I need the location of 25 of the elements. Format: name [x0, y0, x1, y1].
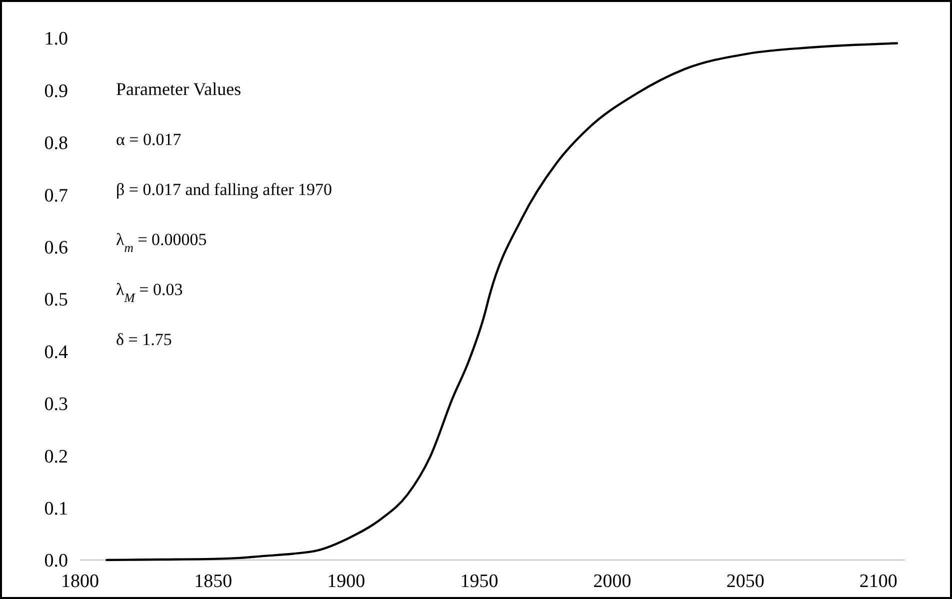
y-tick-label: 0.7: [44, 185, 68, 206]
y-tick-label: 0.0: [44, 550, 68, 572]
y-tick-label: 0.1: [44, 498, 68, 520]
annotation: β = 0.017 and falling after 1970: [116, 180, 332, 199]
x-tick-label: 2100: [859, 571, 898, 592]
y-tick-label: 0.4: [44, 342, 68, 363]
line-series: [106, 42, 898, 562]
annotation: α = 0.017: [116, 130, 182, 149]
annotation: δ = 1.75: [116, 330, 172, 349]
y-tick-label: 1.0: [44, 28, 68, 50]
x-tick-label: 2000: [593, 571, 632, 592]
y-tick-label: 0.2: [44, 446, 68, 468]
y-tick-label: 0.5: [44, 290, 68, 311]
x-tick-label: 1800: [61, 571, 99, 592]
y-tick-label: 0.6: [44, 237, 68, 258]
annotation: λ$_{m}$ = 0.00005: [116, 230, 207, 255]
x-tick-label: 1900: [327, 571, 366, 592]
x-tick-label: 1850: [194, 571, 232, 592]
y-tick-label: 0.3: [44, 394, 68, 416]
y-tick-label: 0.8: [44, 133, 68, 154]
annotation: Parameter Values: [116, 79, 242, 99]
y-tick-label: 0.9: [44, 80, 68, 102]
x-tick-label: 2050: [726, 571, 764, 592]
x-tick-label: 1950: [460, 571, 498, 592]
annotation: λ$_{M}$ = 0.03: [116, 280, 183, 305]
